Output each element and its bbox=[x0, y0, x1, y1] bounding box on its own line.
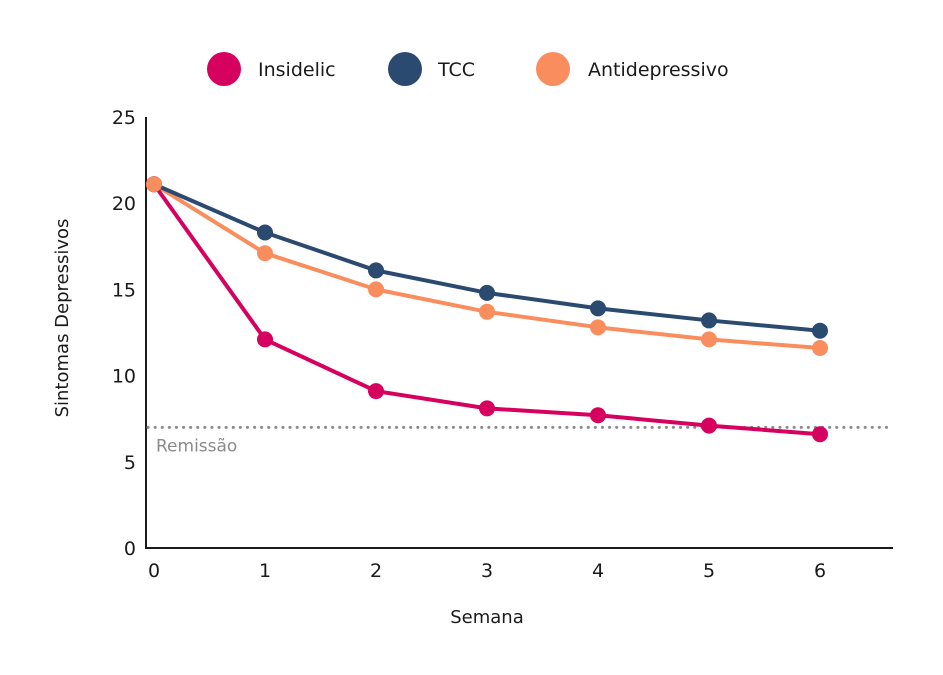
data-point-tcc bbox=[590, 300, 606, 317]
x-tick-label: 0 bbox=[148, 560, 160, 582]
data-point-antidepressivo bbox=[701, 331, 717, 348]
legend-marker-antidepressivo bbox=[536, 52, 570, 86]
data-point-tcc bbox=[257, 224, 273, 241]
legend-marker-tcc bbox=[388, 52, 422, 86]
x-tick-label: 4 bbox=[592, 560, 604, 582]
data-point-insidelic bbox=[701, 417, 717, 434]
data-point-tcc bbox=[368, 262, 384, 279]
x-tick-label: 6 bbox=[814, 560, 826, 582]
y-tick-label: 5 bbox=[124, 452, 136, 474]
y-tick-label: 20 bbox=[112, 193, 136, 215]
series-tcc bbox=[146, 176, 828, 339]
data-point-insidelic bbox=[590, 407, 606, 424]
data-point-antidepressivo bbox=[257, 245, 273, 262]
data-point-antidepressivo bbox=[368, 281, 384, 298]
y-tick-label: 25 bbox=[112, 107, 136, 129]
x-axis-title: Semana bbox=[450, 607, 524, 628]
x-tick-label: 5 bbox=[703, 560, 715, 582]
x-tick-labels: 0 1 2 3 4 5 6 bbox=[148, 560, 826, 582]
y-tick-label: 15 bbox=[112, 279, 136, 301]
legend-item-insidelic: Insidelic bbox=[207, 52, 336, 86]
data-point-antidepressivo bbox=[590, 319, 606, 336]
data-point-antidepressivo bbox=[812, 340, 828, 357]
y-tick-label: 0 bbox=[124, 538, 136, 560]
data-point-tcc bbox=[479, 284, 495, 301]
data-point-insidelic bbox=[479, 400, 495, 417]
y-tick-label: 10 bbox=[112, 366, 136, 388]
series-group bbox=[146, 176, 828, 443]
data-point-insidelic bbox=[368, 383, 384, 400]
data-point-insidelic bbox=[257, 331, 273, 348]
data-point-antidepressivo bbox=[479, 303, 495, 320]
x-tick-label: 1 bbox=[259, 560, 271, 582]
data-point-start bbox=[146, 176, 162, 193]
data-point-insidelic bbox=[812, 426, 828, 443]
series-antidepressivo bbox=[146, 176, 828, 357]
legend-item-tcc: TCC bbox=[388, 52, 475, 86]
series-insidelic bbox=[146, 176, 828, 443]
legend-marker-insidelic bbox=[207, 52, 241, 86]
legend-label-insidelic: Insidelic bbox=[258, 59, 336, 81]
legend-item-antidepressivo: Antidepressivo bbox=[536, 52, 729, 86]
data-point-tcc bbox=[812, 322, 828, 339]
x-tick-label: 3 bbox=[481, 560, 493, 582]
legend: Insidelic TCC Antidepressivo bbox=[207, 52, 729, 86]
legend-label-tcc: TCC bbox=[437, 59, 475, 81]
y-tick-labels: 0 5 10 15 20 25 bbox=[112, 107, 136, 560]
remission-label: Remissão bbox=[156, 436, 237, 456]
x-tick-label: 2 bbox=[370, 560, 382, 582]
data-point-tcc bbox=[701, 312, 717, 329]
legend-label-antidepressivo: Antidepressivo bbox=[588, 59, 729, 81]
y-axis-title: Sintomas Depressivos bbox=[52, 219, 73, 418]
